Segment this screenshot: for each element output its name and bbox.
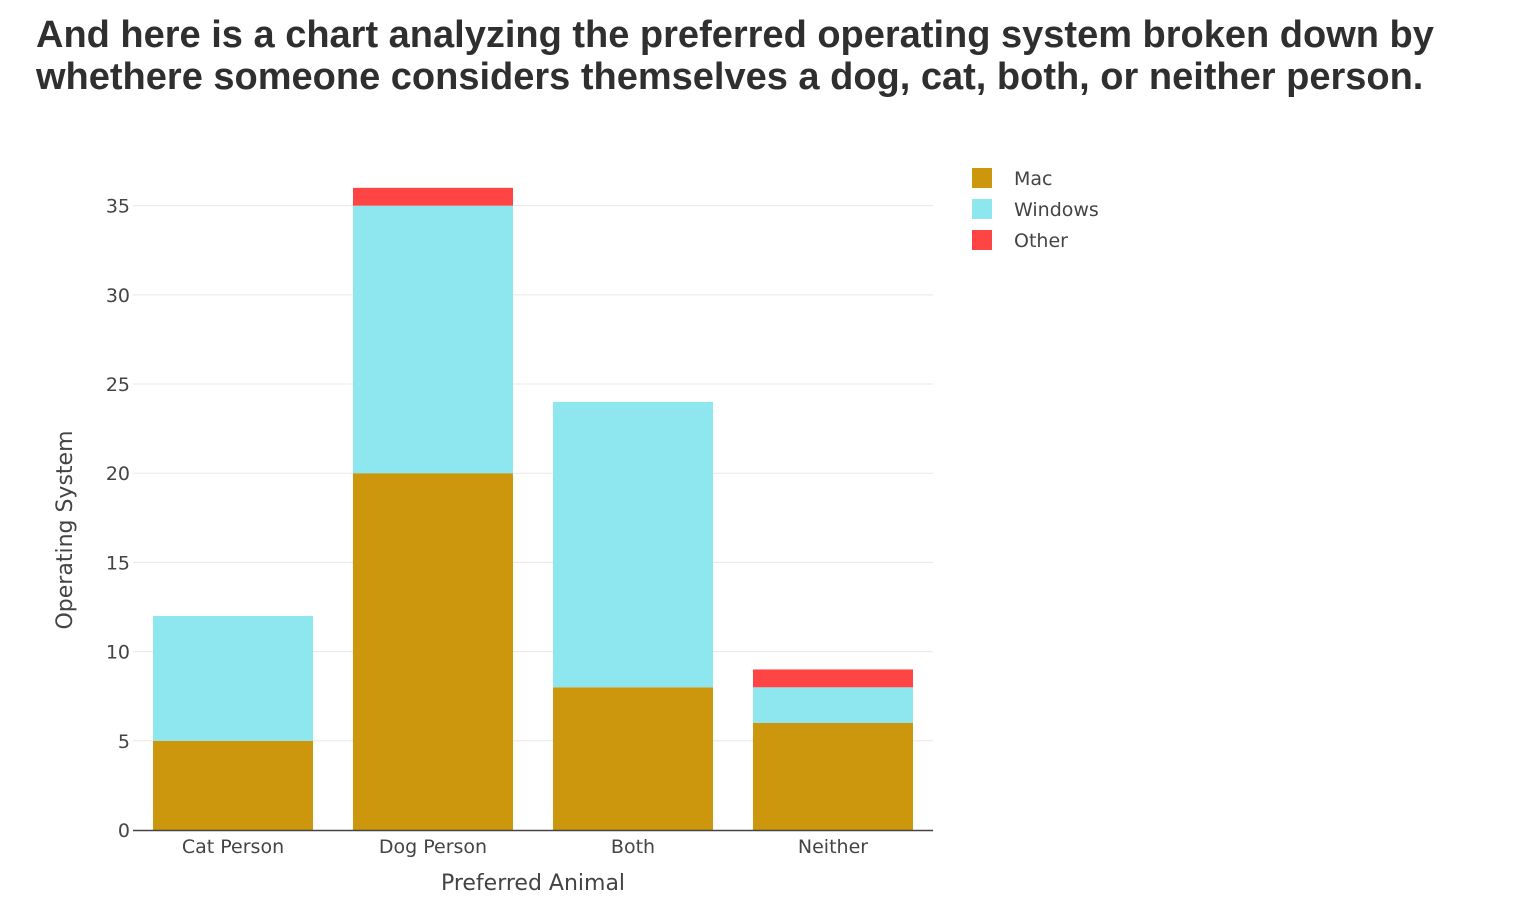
y-tick-label-5: 5 bbox=[118, 731, 130, 753]
bar-mac-cat-person bbox=[153, 740, 313, 830]
legend-label-windows: Windows bbox=[1014, 199, 1099, 221]
x-axis-title: Preferred Animal bbox=[441, 871, 625, 896]
y-tick-label-25: 25 bbox=[106, 374, 130, 396]
bar-mac-both bbox=[553, 687, 713, 830]
x-tick-label-dog-person: Dog Person bbox=[379, 836, 487, 858]
bar-windows-neither bbox=[753, 687, 913, 723]
chart-heading-line-1: And here is a chart analyzing the prefer… bbox=[36, 14, 1434, 56]
bar-mac-neither bbox=[753, 722, 913, 830]
bar-mac-dog-person bbox=[353, 473, 513, 830]
y-tick-label-0: 0 bbox=[118, 820, 130, 842]
x-tick-label-cat-person: Cat Person bbox=[182, 836, 284, 858]
y-tick-label-20: 20 bbox=[106, 463, 130, 485]
legend-label-other: Other bbox=[1014, 230, 1068, 252]
bar-other-neither bbox=[753, 669, 913, 688]
legend-swatch-other bbox=[972, 230, 992, 250]
legend-swatch-windows bbox=[972, 199, 992, 219]
y-tick-label-35: 35 bbox=[106, 196, 130, 218]
y-tick-label-15: 15 bbox=[106, 552, 130, 574]
y-tick-label-30: 30 bbox=[106, 285, 130, 307]
bar-windows-cat-person bbox=[153, 615, 313, 741]
y-tick-label-10: 10 bbox=[106, 642, 130, 664]
y-axis-ticks: 0 5 10 15 20 25 30 35 bbox=[106, 196, 130, 842]
chart-heading: And here is a chart analyzing the prefer… bbox=[36, 14, 1496, 98]
legend: Mac Windows Other bbox=[972, 168, 1099, 252]
x-tick-label-both: Both bbox=[611, 836, 655, 858]
y-axis-title: Operating System bbox=[53, 430, 78, 629]
legend-label-mac: Mac bbox=[1014, 168, 1052, 190]
bar-windows-dog-person bbox=[353, 205, 513, 474]
bar-windows-both bbox=[553, 401, 713, 688]
bar-other-dog-person bbox=[353, 187, 513, 206]
legend-swatch-mac bbox=[972, 168, 992, 188]
chart-heading-line-2: whethere someone considers themselves a … bbox=[36, 56, 1424, 98]
bar-series bbox=[153, 187, 913, 830]
x-tick-label-neither: Neither bbox=[798, 836, 868, 858]
x-axis-ticks: Cat Person Dog Person Both Neither bbox=[182, 836, 868, 858]
